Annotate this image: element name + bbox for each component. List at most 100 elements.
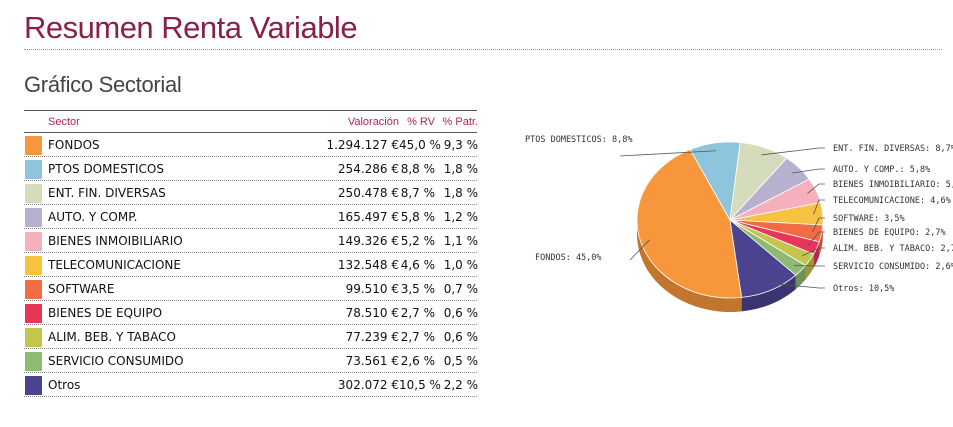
rv-percent: 4,6 % (400, 258, 435, 272)
pie-slice-side (741, 275, 796, 312)
valoracion-value: 77.239 € (345, 330, 399, 344)
sector-table: Sector Valoración % RV % Patr. FONDOS 1.2… (24, 110, 478, 397)
header-valoracion: Valoración (347, 115, 399, 128)
valoracion-value: 78.510 € (345, 306, 399, 320)
pie-slice-label: ENT. FIN. DIVERSAS: 8,7% (833, 144, 953, 154)
sector-name: SOFTWARE (48, 282, 115, 296)
patr-percent: 0,5 % (443, 354, 478, 368)
patr-percent: 9,3 % (443, 138, 478, 152)
section-title: Gráfico Sectorial (24, 72, 182, 97)
color-swatch (25, 327, 42, 347)
rv-percent: 2,6 % (400, 354, 435, 368)
valoracion-value: 250.478 € (337, 186, 399, 200)
color-swatch (25, 375, 42, 395)
table-row: BIENES DE EQUIPO 78.510 €2,7 % 0,6 % (24, 302, 478, 325)
sector-name: FONDOS (48, 138, 100, 152)
patr-percent: 0,6 % (443, 306, 478, 320)
table-row: ALIM. BEB. Y TABACO 77.239 €2,7 % 0,6 % (24, 326, 478, 349)
table-row: ENT. FIN. DIVERSAS 250.478 €8,7 % 1,8 % (24, 182, 478, 205)
pie-leader-line (801, 247, 825, 257)
sector-pie-chart: FONDOS: 45,0% PTOS DOMESTICOS: 8,8% ENT. F… (525, 135, 953, 312)
sector-name: AUTO. Y COMP. (48, 210, 138, 224)
patr-percent: 1,2 % (443, 210, 478, 224)
rv-percent: 2,7 % (400, 306, 435, 320)
valoracion-value: 73.561 € (345, 354, 399, 368)
sector-name: PTOS DOMESTICOS (48, 162, 164, 176)
color-swatch (25, 183, 42, 203)
color-swatch (25, 135, 42, 155)
color-swatch (25, 303, 42, 323)
pie-leader-line (619, 150, 717, 157)
rv-percent: 2,7 % (400, 330, 435, 344)
pie-slice-side (637, 220, 742, 312)
table-row: SOFTWARE 99.510 €3,5 % 0,7 % (24, 278, 478, 301)
valoracion-value: 165.497 € (337, 210, 399, 224)
rv-percent: 5,2 % (400, 234, 435, 248)
table-row: AUTO. Y COMP. 165.497 €5,8 % 1,2 % (24, 206, 478, 229)
patr-percent: 1,8 % (443, 186, 478, 200)
pie-slice (729, 219, 797, 298)
rv-percent: 45,0 % (399, 138, 441, 152)
color-swatch (25, 159, 42, 179)
pie-leader-line (793, 265, 825, 267)
color-swatch (25, 255, 42, 275)
valoracion-value: 302.072 € (337, 378, 399, 392)
pie-leader-line (761, 147, 825, 156)
pie-leader-line (629, 239, 650, 261)
valoracion-value: 149.326 € (337, 234, 399, 248)
rv-percent: 5,8 % (400, 210, 435, 224)
sector-name: BIENES INMOIBILIARIO (48, 234, 183, 248)
pie-slice-label: TELECOMUNICACIONE: 4,6% (833, 196, 951, 206)
color-swatch (25, 231, 42, 251)
pie-slice-label: BIENES INMOIBILIARIO: 5,2% (833, 180, 953, 190)
pie-slice-side (805, 254, 814, 280)
color-swatch (25, 207, 42, 227)
table-row: TELECOMUNICACIONE 132.548 €4,6 % 1,0 % (24, 254, 478, 277)
patr-percent: 0,6 % (443, 330, 478, 344)
sector-name: TELECOMUNICACIONE (48, 258, 181, 272)
header-rv: % RV (407, 115, 435, 128)
patr-percent: 1,0 % (443, 258, 478, 272)
valoracion-value: 99.510 € (345, 282, 399, 296)
pie-slice-label: AUTO. Y COMP.: 5,8% (833, 165, 930, 175)
pie-slice-label: SERVICIO CONSUMIDO: 2,6% (833, 262, 953, 272)
pie-slice-label: ALIM. BEB. Y TABACO: 2,7% (833, 244, 953, 254)
pie-slice-label: Otros: 10,5% (833, 284, 894, 294)
sector-name: ALIM. BEB. Y TABACO (48, 330, 176, 344)
header-patr: % Patr. (442, 115, 478, 128)
pie-slice (636, 149, 743, 299)
patr-percent: 1,8 % (443, 162, 478, 176)
sector-name: SERVICIO CONSUMIDO (48, 354, 184, 368)
valoracion-value: 1.294.127 € (326, 138, 399, 152)
table-row: FONDOS 1.294.127 €45,0 % 9,3 % (24, 134, 478, 157)
page-title: Resumen Renta Variable (24, 10, 358, 45)
pie-slice-label: FONDOS: 45,0% (535, 253, 602, 263)
color-swatch (25, 351, 42, 371)
pie-slice-side (795, 265, 806, 290)
pie-leader-line (812, 217, 825, 233)
table-row: SERVICIO CONSUMIDO 73.561 €2,6 % 0,5 % (24, 350, 478, 373)
title-divider (24, 49, 942, 50)
sector-name: Otros (48, 378, 81, 392)
rv-percent: 10,5 % (399, 378, 441, 392)
pie-leader-line (766, 282, 825, 289)
table-row: PTOS DOMESTICOS 254.286 €8,8 % 1,8 % (24, 158, 478, 181)
valoracion-value: 132.548 € (337, 258, 399, 272)
pie-leader-line (813, 199, 825, 215)
pie-leader-line (807, 183, 825, 194)
color-swatch (25, 279, 42, 299)
table-row: BIENES INMOIBILIARIO 149.326 €5,2 % 1,1 % (24, 230, 478, 253)
pie-slice-label: PTOS DOMESTICOS: 8,8% (525, 135, 632, 145)
table-row: Otros 302.072 €10,5 % 2,2 % (24, 374, 478, 397)
table-header: Sector Valoración % RV % Patr. (24, 110, 478, 133)
pie-slice-label: SOFTWARE: 3,5% (833, 214, 905, 224)
valoracion-value: 254.286 € (337, 162, 399, 176)
patr-percent: 0,7 % (443, 282, 478, 296)
pie-slice-label: BIENES DE EQUIPO: 2,7% (833, 228, 946, 238)
rv-percent: 8,7 % (400, 186, 435, 200)
pie-leader-line (792, 168, 825, 174)
patr-percent: 1,1 % (443, 234, 478, 248)
sector-name: ENT. FIN. DIVERSAS (48, 186, 166, 200)
pie-leader-line (807, 231, 825, 246)
rv-percent: 8,8 % (400, 162, 435, 176)
